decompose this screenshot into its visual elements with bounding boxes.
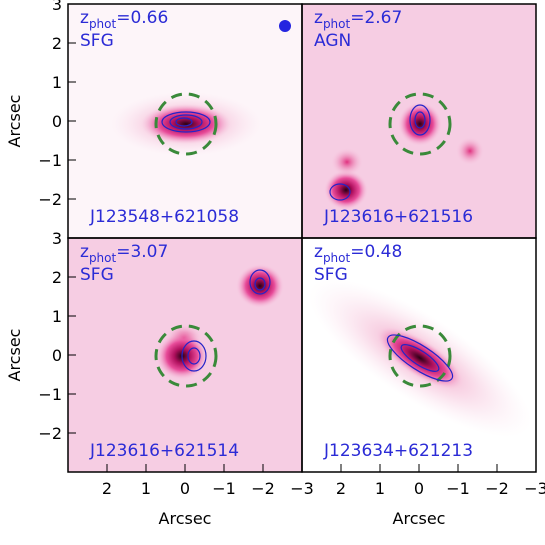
panel-image (302, 4, 536, 238)
class-label: AGN (314, 31, 351, 51)
y-tick-label: 0 (52, 112, 62, 131)
y-tick-label: 1 (52, 307, 62, 326)
z-symbol: z (80, 242, 89, 262)
x-tick-label: 0 (414, 479, 424, 498)
x-tick-label: 2 (336, 479, 346, 498)
redshift-label: zphot=2.67 (314, 8, 402, 31)
z-value: =0.66 (116, 8, 168, 28)
x-tick-label: −2 (251, 479, 275, 498)
class-label: SFG (80, 265, 114, 285)
panel-image (68, 238, 302, 472)
redshift-label: zphot=0.66 (80, 8, 168, 31)
x-tick-label: −3 (524, 479, 545, 498)
y-axis-label: Arcsec (5, 329, 24, 382)
x-tick-label: 1 (375, 479, 385, 498)
x-tick-label: −1 (446, 479, 470, 498)
panel-image (68, 4, 302, 238)
z-value: =3.07 (116, 242, 168, 262)
z-symbol: z (80, 8, 89, 28)
z-subscript: phot (89, 17, 117, 31)
y-tick-label: −2 (38, 424, 62, 443)
z-subscript: phot (323, 251, 351, 265)
y-tick-label: 2 (52, 34, 62, 53)
redshift-label: zphot=0.48 (314, 242, 402, 265)
z-value: =0.48 (350, 242, 402, 262)
y-tick-label: 0 (52, 346, 62, 365)
x-tick-label: −1 (212, 479, 236, 498)
source-label: J123548+621058 (89, 207, 239, 227)
y-tick-label: 1 (52, 73, 62, 92)
x-tick-label: 1 (141, 479, 151, 498)
x-axis-label: Arcsec (393, 509, 446, 528)
source-label: J123634+621213 (323, 441, 473, 461)
z-subscript: phot (89, 251, 117, 265)
y-tick-label: −1 (38, 385, 62, 404)
y-axis-label: Arcsec (5, 95, 24, 148)
x-axis-label: Arcsec (159, 509, 212, 528)
z-subscript: phot (323, 17, 351, 31)
panel-image (302, 238, 536, 472)
y-tick-label: −2 (38, 190, 62, 209)
class-label: SFG (80, 31, 114, 51)
y-tick-label: 3 (52, 0, 62, 14)
source-label: J123616+621514 (89, 441, 239, 461)
z-value: =2.67 (350, 8, 402, 28)
y-tick-label: 3 (52, 229, 62, 248)
x-tick-label: −3 (290, 479, 314, 498)
x-tick-label: 0 (180, 479, 190, 498)
redshift-label: zphot=3.07 (80, 242, 168, 265)
z-symbol: z (314, 242, 323, 262)
x-tick-label: 2 (102, 479, 112, 498)
y-tick-label: −1 (38, 151, 62, 170)
source-label: J123616+621516 (323, 207, 473, 227)
y-tick-label: 2 (52, 268, 62, 287)
z-symbol: z (314, 8, 323, 28)
x-tick-label: −2 (485, 479, 509, 498)
class-label: SFG (314, 265, 348, 285)
